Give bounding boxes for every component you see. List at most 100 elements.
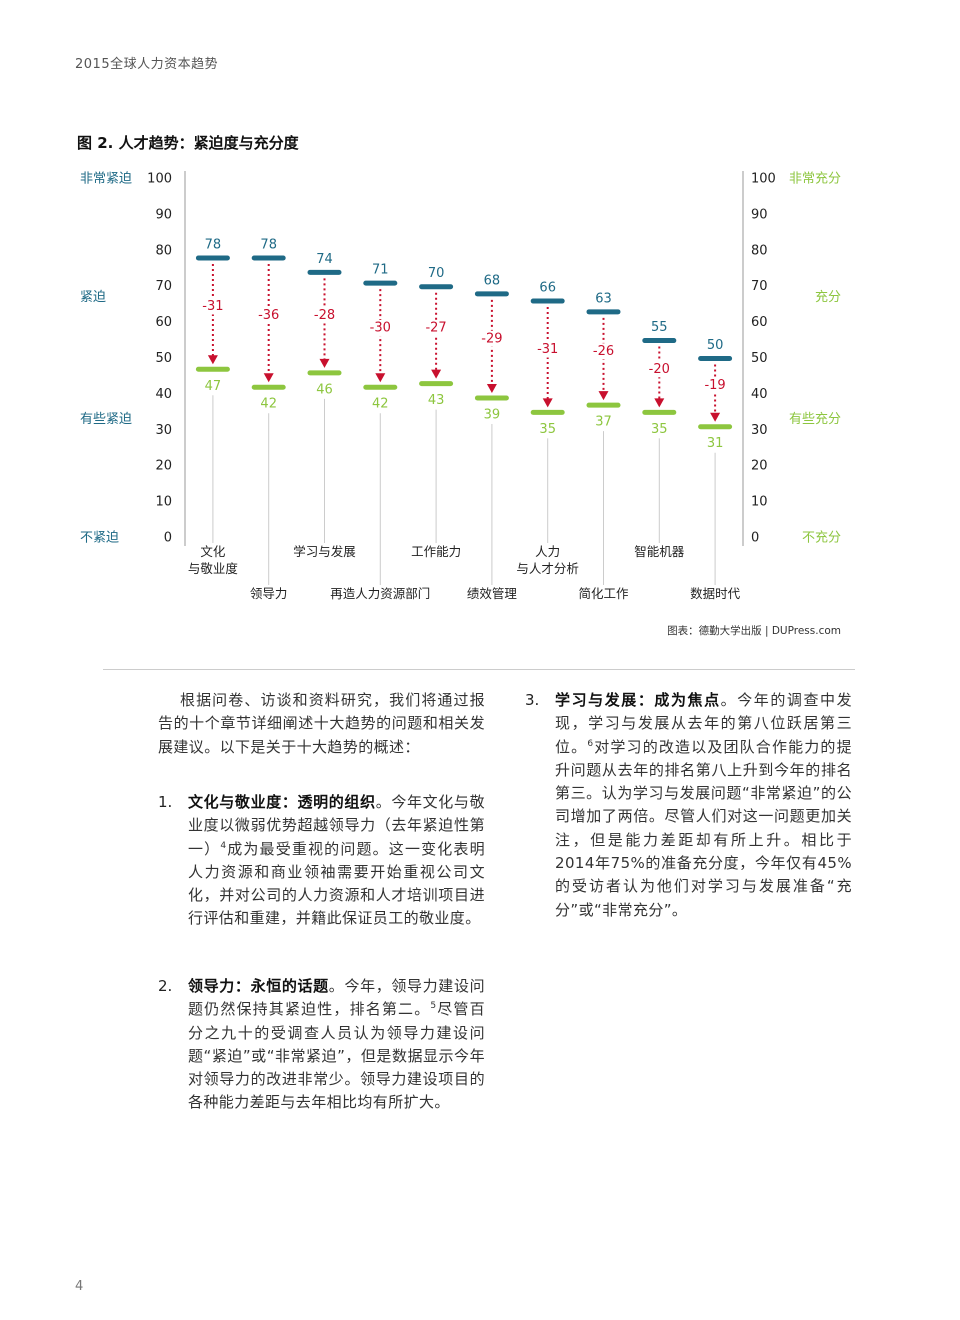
item-text-before: 。今年，领导力建设问题仍然保持其紧迫性，排名第二。 <box>188 977 485 1019</box>
urgency-label: 66 <box>539 281 556 296</box>
intro-paragraph: 根据问卷、访谈和资料研究，我们将通过报告的十个章节详细阐述十大趋势的问题和相关发… <box>158 691 485 756</box>
label-bg <box>367 319 394 336</box>
footnote-ref: 5 <box>430 1001 437 1012</box>
urgency-label: 74 <box>316 252 333 267</box>
readiness-label: 47 <box>205 379 222 394</box>
urgency-label: 55 <box>651 320 668 335</box>
list-item: 2. 领导力：永恒的话题。今年，领导力建设问题仍然保持其紧迫性，排名第二。5尽管百… <box>158 975 485 1115</box>
separator <box>103 669 855 670</box>
urgency-bar <box>195 255 230 261</box>
y2-annotation: 不充分 <box>802 530 841 546</box>
urgency-bar <box>530 298 565 304</box>
y2-tick-label: 80 <box>751 243 768 258</box>
x-category-label: 数据时代 <box>690 586 741 601</box>
difference-label: -31 <box>202 299 223 314</box>
y2-tick-label: 10 <box>751 495 768 510</box>
difference-label: -20 <box>649 362 670 377</box>
y-annotation: 非常紧迫 <box>80 172 132 187</box>
urgency-bar <box>307 269 342 275</box>
chart: 0 10 20 30 40 50 60 70 80 90 100 0 10 20 30 40 50 60 70 80 9… <box>80 171 841 585</box>
difference-label: -31 <box>537 342 558 357</box>
item-text-after: 成为最受重视的问题。这一变化表明人力资源和商业领袖需要开始重视公司文化，并对公司… <box>188 839 485 928</box>
item-text-after: 尽管百分之九十的受调查人员认为领导力建设问题“紧迫”或“非常紧迫”，但是数据显示… <box>188 1000 485 1112</box>
arrow-head <box>207 355 218 365</box>
x-category-label: 领导力 <box>249 586 288 601</box>
urgency-label: 70 <box>428 266 445 281</box>
y2-tick-label: 40 <box>751 387 768 402</box>
readiness-label: 35 <box>651 422 668 437</box>
label-bg <box>255 307 282 324</box>
readiness-label: 46 <box>316 382 333 397</box>
arrow-head <box>375 373 386 383</box>
label-bg <box>311 307 338 324</box>
difference-label: -19 <box>704 378 725 393</box>
page-number: 4 <box>75 1279 84 1294</box>
urgency-label: 78 <box>260 237 277 252</box>
difference-label: -27 <box>425 320 446 335</box>
y2-annotation: 充分 <box>815 289 841 305</box>
y-tick-label: 0 <box>164 531 172 546</box>
y2-tick-label: 90 <box>751 207 768 222</box>
label-bg <box>646 361 673 378</box>
label-bg <box>478 330 505 347</box>
item-text-before: 。今年文化与敬业度以微弱优势超越领导力（去年紧迫性第一） <box>188 793 485 858</box>
y-annotation: 紧迫 <box>80 290 106 305</box>
arrow-head <box>654 398 665 408</box>
readiness-bar <box>642 409 677 415</box>
y-tick-label: 50 <box>155 351 172 366</box>
y2-tick-label: 60 <box>751 315 768 330</box>
difference-label: -28 <box>314 308 335 323</box>
y-annotation: 有些紧迫 <box>80 412 132 427</box>
x-category-label: 工作能力 <box>411 544 462 559</box>
label-bg <box>590 343 617 360</box>
urgency-bar <box>474 291 509 297</box>
chart-source: 图表：德勤大学出版 | DUPress.com <box>667 625 841 637</box>
y-tick-label: 40 <box>155 387 172 402</box>
item-text-before: 。今年的调查中发现，学习与发展从去年的第八位跃居第三位。 <box>555 691 852 756</box>
list-item: 3. 学习与发展：成为焦点。今年的调查中发现，学习与发展从去年的第八位跃居第三位。… <box>525 689 852 922</box>
urgency-bar <box>419 284 454 290</box>
label-bg <box>534 341 561 358</box>
label-bg <box>423 319 450 336</box>
y2-tick-label: 20 <box>751 459 768 474</box>
readiness-label: 39 <box>484 407 501 422</box>
urgency-bar <box>642 338 677 344</box>
chart-title: 图 2. 人才趋势：紧迫度与充分度 <box>77 134 299 152</box>
footnote-ref: 4 <box>220 840 227 851</box>
readiness-label: 42 <box>260 397 277 412</box>
item-text: 学习与发展：成为焦点。今年的调查中发现，学习与发展从去年的第八位跃居第三位。6对… <box>555 689 852 922</box>
y-tick-label: 80 <box>155 243 172 258</box>
urgency-label: 63 <box>595 291 612 306</box>
arrow-head <box>598 391 609 401</box>
arrow-head <box>263 373 274 383</box>
arrow-head <box>710 412 721 422</box>
y-tick-label: 30 <box>155 423 172 438</box>
arrow-head <box>431 369 442 379</box>
readiness-label: 35 <box>539 422 556 437</box>
difference-label: -36 <box>258 308 279 323</box>
y-tick-label: 60 <box>155 315 172 330</box>
readiness-bar <box>419 381 454 387</box>
urgency-bar <box>586 309 621 315</box>
y-tick-label: 10 <box>155 495 172 510</box>
readiness-bar <box>698 424 733 430</box>
y2-tick-label: 100 <box>751 172 776 187</box>
x-category-label: 人力 与人才分析 <box>516 544 579 576</box>
readiness-label: 37 <box>595 415 612 430</box>
label-bg <box>702 377 729 394</box>
y2-annotation: 非常充分 <box>789 171 841 187</box>
readiness-label: 43 <box>428 393 445 408</box>
y2-tick-label: 30 <box>751 423 768 438</box>
item-text-after: 对学习的改造以及团队合作能力的提升问题从去年的排名第八上升到今年的排名第三。认为… <box>555 737 852 919</box>
x-category-label: 简化工作 <box>578 586 629 601</box>
x-category-label: 文化 与敬业度 <box>187 544 238 576</box>
arrow-head <box>486 383 497 393</box>
readiness-label: 42 <box>372 397 389 412</box>
readiness-bar <box>363 384 398 390</box>
y-tick-label: 90 <box>155 207 172 222</box>
y-annotation: 不紧迫 <box>80 531 119 546</box>
readiness-bar <box>251 384 286 390</box>
y2-tick-label: 50 <box>751 351 768 366</box>
readiness-label: 31 <box>707 436 724 451</box>
